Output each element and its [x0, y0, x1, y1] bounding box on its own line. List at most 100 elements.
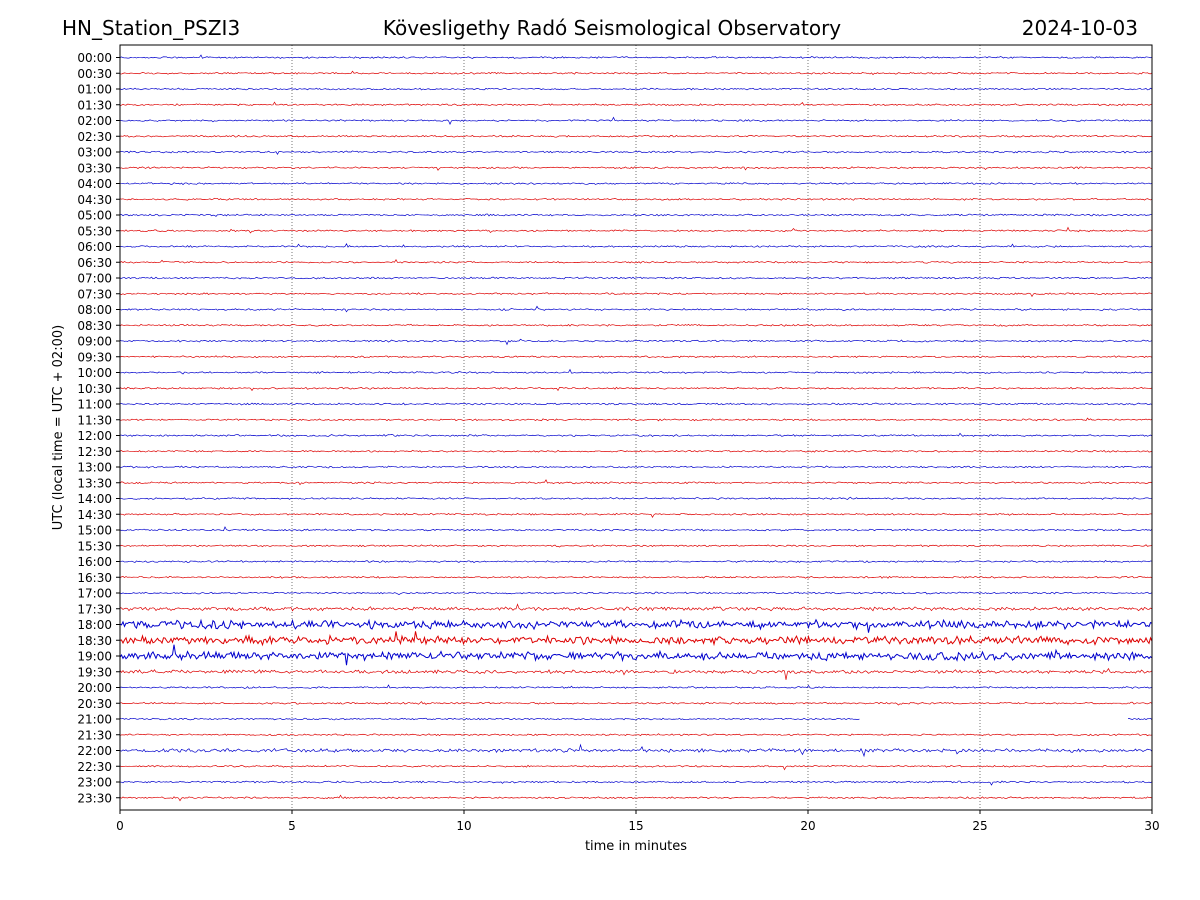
y-tick-label: 17:30	[77, 602, 112, 616]
trace-line	[119, 603, 1153, 612]
trace-line	[119, 54, 1153, 59]
y-tick-label: 08:00	[77, 303, 112, 317]
trace-line	[119, 684, 1153, 689]
trace-line	[119, 479, 1153, 486]
y-tick-label: 20:30	[77, 697, 112, 711]
trace-line	[119, 87, 1153, 91]
trace-line	[119, 166, 1153, 171]
trace-line	[119, 213, 1153, 217]
trace-line	[119, 226, 1153, 234]
trace-line	[119, 733, 1153, 737]
trace-line	[119, 465, 1152, 469]
trace-line	[119, 368, 1153, 375]
trace-line	[119, 242, 1153, 248]
trace-line	[119, 575, 1153, 579]
y-tick-label: 07:30	[77, 287, 112, 301]
y-tick-label: 12:30	[77, 445, 112, 459]
trace-line	[119, 544, 1153, 548]
trace-line	[119, 355, 1153, 359]
trace-line	[119, 134, 1153, 138]
trace-line	[119, 794, 1153, 802]
x-tick-label: 5	[288, 819, 296, 833]
trace-line	[119, 276, 1153, 280]
y-tick-label: 12:00	[77, 429, 112, 443]
y-tick-label: 01:30	[77, 98, 112, 112]
y-tick-label: 14:00	[77, 492, 112, 506]
trace-line	[119, 258, 1153, 264]
y-tick-label: 13:30	[77, 476, 112, 490]
trace-line	[119, 764, 1153, 771]
y-tick-label: 15:00	[77, 524, 112, 538]
y-tick-label: 21:30	[77, 728, 112, 742]
y-tick-label: 11:00	[77, 398, 112, 412]
y-tick-label: 21:00	[77, 713, 112, 727]
y-tick-label: 23:00	[77, 776, 112, 790]
y-tick-label: 00:30	[77, 67, 112, 81]
trace-line	[119, 386, 1153, 392]
y-tick-label: 22:30	[77, 760, 112, 774]
plot-date: 2024-10-03	[1021, 16, 1138, 40]
x-tick-label: 10	[456, 819, 471, 833]
y-tick-label: 23:30	[77, 791, 112, 805]
y-tick-label: 16:00	[77, 555, 112, 569]
y-tick-label: 18:30	[77, 634, 112, 648]
y-tick-label: 04:30	[77, 193, 112, 207]
observatory-title: Kövesligethy Radó Seismological Observat…	[382, 16, 842, 40]
trace-line	[119, 432, 1153, 437]
trace-line	[119, 496, 1153, 500]
y-tick-label: 01:00	[77, 83, 112, 97]
trace-line	[119, 780, 1153, 786]
trace-line	[119, 631, 1153, 647]
x-tick-label: 30	[1144, 819, 1159, 833]
grid-lines	[291, 45, 981, 810]
x-tick-label: 0	[116, 819, 124, 833]
y-tick-label: 15:30	[77, 539, 112, 553]
y-tick-label: 09:30	[77, 350, 112, 364]
trace-line	[119, 70, 1153, 76]
trace-line	[119, 560, 1153, 563]
trace-line	[119, 591, 1153, 595]
y-tick-label: 10:30	[77, 382, 112, 396]
trace-line	[119, 116, 1153, 126]
trace-line	[119, 150, 1153, 156]
y-tick-label: 14:30	[77, 508, 112, 522]
trace-line	[119, 197, 1153, 201]
x-axis-ticks: 0 5 10 15 20 25 30	[116, 810, 1160, 833]
y-tick-label: 02:30	[77, 130, 112, 144]
y-tick-label: 08:30	[77, 319, 112, 333]
y-tick-label: 10:00	[77, 366, 112, 380]
station-name: HN_Station_PSZI3	[62, 16, 241, 40]
x-tick-label: 20	[800, 819, 815, 833]
trace-line	[119, 417, 1153, 422]
y-tick-label: 22:00	[77, 744, 112, 758]
y-tick-label: 11:30	[77, 413, 112, 427]
x-tick-label: 25	[972, 819, 987, 833]
y-tick-label: 09:00	[77, 335, 112, 349]
trace-line	[119, 323, 1153, 327]
y-tick-label: 19:30	[77, 665, 112, 679]
y-tick-label: 04:00	[77, 177, 112, 191]
y-tick-label: 06:00	[77, 240, 112, 254]
y-tick-label: 05:00	[77, 209, 112, 223]
x-tick-label: 15	[628, 819, 643, 833]
trace-line	[119, 338, 1153, 346]
y-tick-label: 13:00	[77, 461, 112, 475]
y-tick-label: 05:30	[77, 224, 112, 238]
x-axis-label: time in minutes	[585, 839, 687, 854]
trace-line	[119, 101, 1153, 107]
y-tick-label: 03:00	[77, 146, 112, 160]
y-tick-label: 06:30	[77, 256, 112, 270]
seismogram-traces	[119, 54, 1153, 802]
trace-line	[119, 305, 1153, 313]
y-axis-label: UTC (local time = UTC + 02:00)	[51, 325, 66, 530]
y-tick-label: 18:00	[77, 618, 112, 632]
y-tick-label: 20:00	[77, 681, 112, 695]
trace-line	[119, 512, 1153, 518]
trace-line	[119, 618, 1153, 633]
trace-line	[119, 701, 1153, 706]
trace-line	[119, 743, 1153, 758]
trace-line	[119, 717, 1153, 721]
y-tick-label: 17:00	[77, 587, 112, 601]
